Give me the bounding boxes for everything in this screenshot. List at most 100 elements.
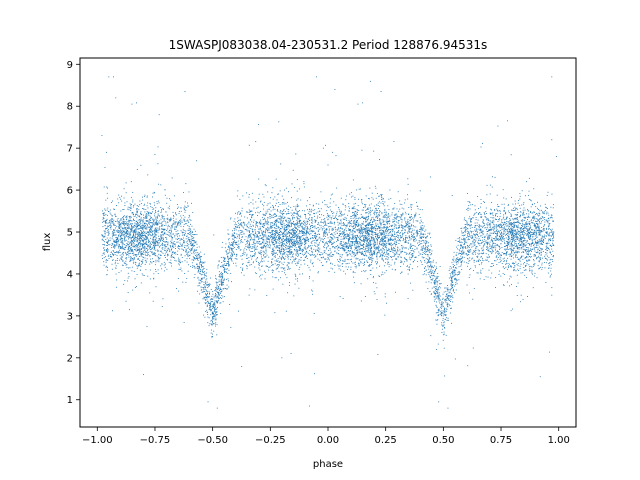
data-point	[403, 208, 405, 210]
data-point	[529, 232, 531, 234]
data-point	[113, 254, 114, 255]
data-point	[244, 223, 246, 225]
data-point	[346, 195, 347, 197]
data-point	[285, 310, 287, 312]
data-point	[186, 206, 188, 208]
data-point	[149, 249, 151, 250]
data-point	[509, 219, 511, 221]
data-point	[154, 234, 156, 236]
data-point	[107, 249, 109, 250]
data-point	[530, 206, 532, 208]
data-point	[241, 210, 243, 212]
data-point	[526, 225, 528, 227]
data-point	[225, 250, 227, 252]
data-point	[380, 244, 382, 246]
data-point	[177, 206, 179, 208]
data-point	[498, 219, 500, 221]
data-point	[110, 228, 112, 230]
data-point	[336, 213, 338, 215]
data-point	[460, 228, 462, 229]
data-point	[367, 244, 369, 246]
data-point	[295, 227, 296, 229]
data-point	[147, 238, 149, 240]
data-point	[522, 209, 524, 211]
data-point	[473, 241, 475, 243]
data-point	[297, 223, 299, 224]
data-point	[364, 218, 365, 219]
data-point	[173, 221, 175, 223]
data-point	[128, 238, 129, 240]
data-point	[429, 252, 431, 254]
data-point	[476, 222, 478, 224]
data-point	[140, 282, 142, 284]
data-point	[109, 254, 111, 256]
data-point	[548, 256, 550, 258]
data-point	[130, 228, 132, 230]
data-point	[395, 225, 397, 227]
data-point	[309, 214, 311, 216]
data-point	[364, 217, 366, 219]
data-point	[473, 214, 475, 216]
data-point	[140, 255, 142, 257]
data-point	[405, 213, 407, 215]
data-point	[214, 302, 216, 304]
data-point	[340, 238, 342, 240]
data-point	[347, 241, 349, 243]
data-point	[500, 232, 502, 234]
data-point	[123, 251, 125, 253]
data-point	[368, 257, 370, 259]
data-point	[222, 301, 224, 303]
data-point	[426, 246, 428, 248]
data-point	[474, 209, 476, 211]
data-point	[233, 235, 235, 237]
data-point	[479, 225, 481, 227]
data-point	[453, 269, 455, 271]
data-point	[215, 309, 217, 310]
data-point	[447, 305, 449, 307]
data-point	[528, 233, 530, 235]
data-point	[109, 209, 111, 211]
data-point	[157, 211, 159, 212]
data-point	[230, 244, 232, 246]
data-point	[266, 242, 268, 244]
data-point	[139, 251, 141, 253]
data-point	[529, 224, 531, 226]
data-point	[389, 220, 391, 222]
data-point	[410, 248, 412, 249]
data-point	[375, 229, 377, 231]
data-point	[140, 230, 142, 231]
data-point	[314, 256, 316, 258]
data-point	[158, 257, 160, 259]
data-point	[226, 253, 228, 255]
data-point	[507, 281, 508, 283]
data-point	[532, 234, 534, 236]
data-point	[326, 213, 328, 214]
data-point	[331, 242, 333, 244]
data-point	[352, 179, 354, 181]
data-point	[508, 234, 510, 236]
data-point	[134, 235, 136, 237]
data-point	[324, 235, 326, 237]
data-point	[419, 229, 421, 231]
data-point	[142, 219, 144, 221]
data-point	[194, 245, 195, 246]
data-point	[457, 261, 459, 263]
data-point	[529, 270, 531, 272]
data-point	[506, 220, 508, 222]
data-point	[506, 230, 508, 232]
data-point	[485, 216, 487, 218]
data-point	[106, 186, 108, 188]
data-point	[133, 231, 135, 233]
data-point	[122, 220, 124, 222]
data-point	[382, 241, 384, 243]
data-point	[480, 146, 482, 148]
data-point	[265, 272, 267, 274]
data-point	[469, 225, 471, 227]
data-point	[257, 222, 258, 223]
data-point	[389, 243, 391, 245]
data-point	[257, 230, 259, 232]
data-point	[220, 273, 222, 275]
data-point	[139, 219, 140, 220]
data-point	[228, 265, 230, 267]
data-point	[380, 253, 382, 255]
